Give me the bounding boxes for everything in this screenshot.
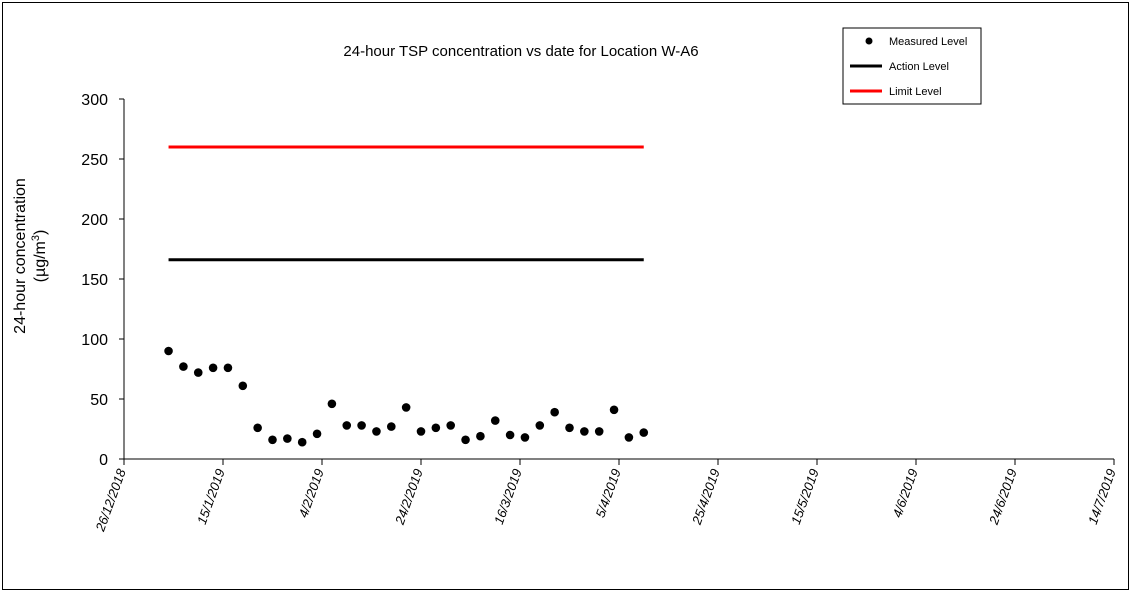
data-point [476,431,485,441]
x-tick-label: 5/4/2019 [592,467,623,520]
data-point [238,381,248,391]
x-tick-label: 4/6/2019 [889,467,920,520]
axes [123,99,1114,460]
x-tick-label: 4/2/2019 [295,467,326,520]
y-tick-label: 50 [90,392,108,409]
data-point [535,421,545,430]
y-tick-label: 300 [81,92,108,109]
data-point [520,433,530,442]
data-point [387,422,396,431]
x-tick-label: 26/12/2018 [92,466,129,534]
data-point [609,405,619,415]
y-axis-label: 24-hour concentration [12,178,29,334]
data-point [283,434,292,443]
y-axis-unit: (µg/m3) [30,230,49,283]
data-point [193,368,203,377]
x-tick-label: 15/5/2019 [788,467,822,526]
data-point [490,416,500,425]
data-point [594,427,604,436]
data-point [372,427,381,436]
data-point [312,429,322,439]
data-point [357,421,366,430]
chart-title: 24-hour TSP concentration vs date for Lo… [343,43,698,60]
y-tick-label: 0 [99,452,108,469]
y-axis-unit-superscript: 3 [30,235,42,241]
data-point [416,427,426,436]
series-layer [164,145,649,447]
data-point [342,421,352,430]
data-point [446,421,456,430]
x-tick-label: 24/6/2019 [986,467,1020,527]
legend-label: Limit Level [889,86,942,98]
data-point [550,407,559,417]
data-point [565,423,574,433]
legend-marker-measured [865,37,873,45]
legend-label: Action Level [889,61,949,73]
data-point [461,435,470,445]
data-point [297,437,307,447]
data-point [401,403,411,412]
data-point [164,346,173,356]
x-tick-label: 24/2/2019 [392,467,426,527]
data-point [327,399,337,409]
y-tick-label: 150 [81,272,108,289]
x-tick-label: 16/3/2019 [491,467,525,526]
y-tick-label: 250 [81,152,108,169]
legend-label: Measured Level [889,36,967,48]
data-point [580,427,589,436]
data-point [268,435,277,445]
data-point [505,430,515,440]
data-point [253,423,262,433]
x-tick-label: 25/4/2019 [689,467,723,527]
data-point [208,363,218,373]
legend: Measured Level Action Level Limit Level [842,27,982,105]
y-tick-label: 200 [81,212,108,229]
x-tick-label: 15/1/2019 [194,467,228,526]
data-point [624,433,634,442]
data-point [431,423,441,433]
data-point [639,428,649,437]
x-tick-label: 14/7/2019 [1085,467,1119,526]
data-point [223,363,233,373]
y-axis-unit-suffix: ) [32,230,49,235]
data-point [179,362,188,371]
x-ticks: 26/12/2018 15/1/2019 4/2/2019 24/2/2019 16/3… [92,459,1119,534]
y-ticks: 0 50 100 150 200 250 300 [81,92,124,469]
y-tick-label: 100 [81,332,108,349]
